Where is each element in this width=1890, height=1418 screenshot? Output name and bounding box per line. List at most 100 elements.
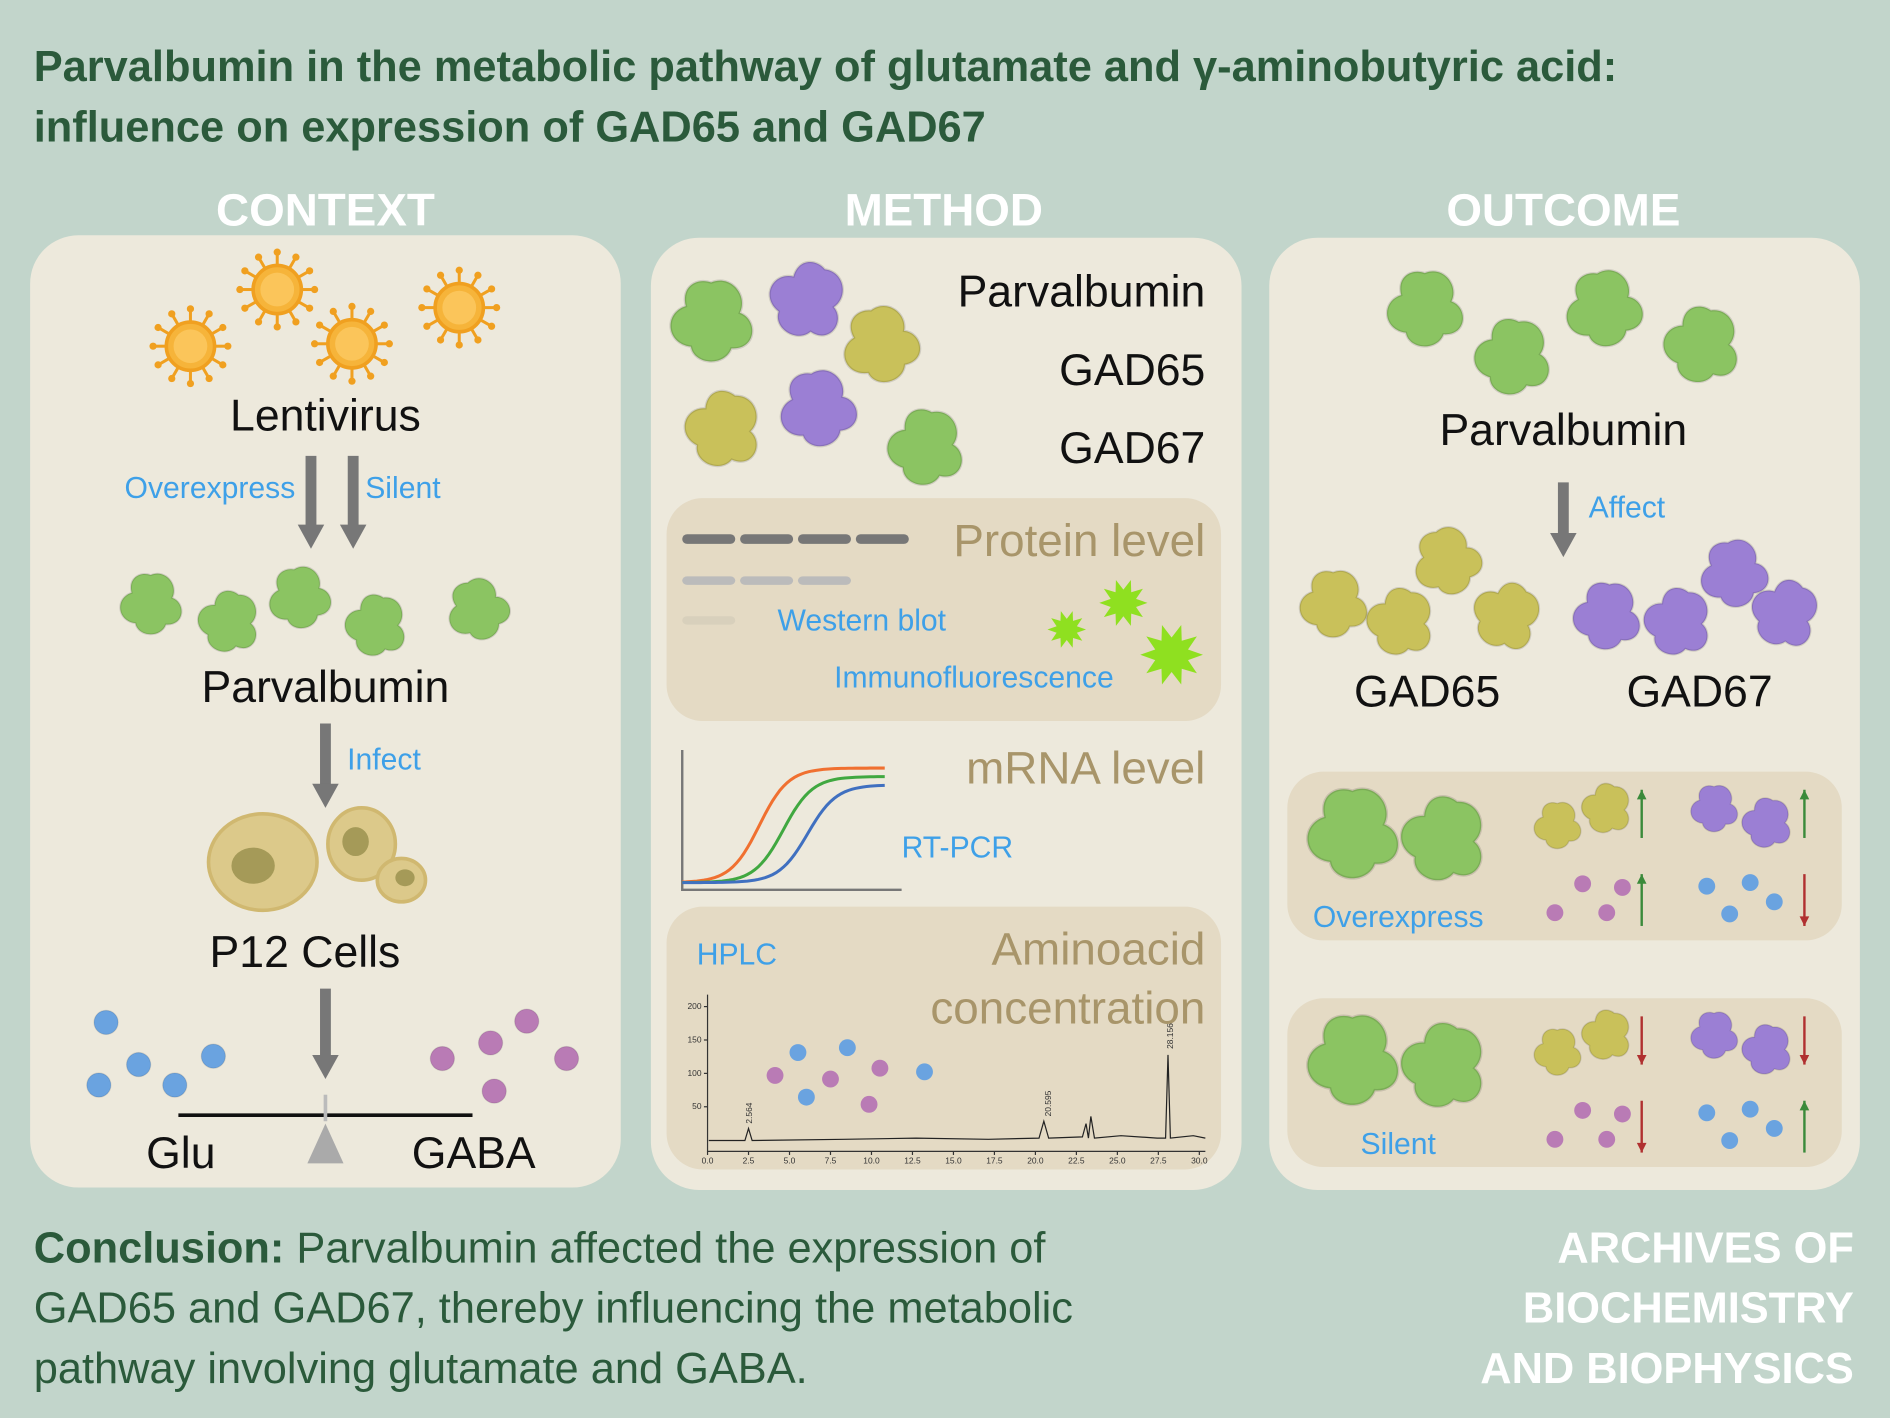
conclusion-label: Conclusion: [34, 1224, 285, 1272]
molecule [822, 1070, 839, 1088]
molecule [93, 1009, 119, 1036]
molecule [1613, 1105, 1631, 1123]
tick-label: 20.0 [1027, 1155, 1044, 1165]
illustrations: 0.0 2.5 5.0 7.5 10.0 12.5 15.0 17.5 20.0 22.5 25.0… [86, 246, 1833, 1165]
label: Immunofluorescence [834, 661, 1114, 694]
molecule [1698, 1104, 1716, 1122]
label: Infect [347, 743, 421, 776]
heading: OUTCOME [1446, 185, 1680, 236]
panel [30, 235, 621, 1188]
tick-label: 17.5 [986, 1155, 1003, 1165]
tick-label: 200 [687, 1001, 701, 1011]
trend-head [1636, 1142, 1647, 1153]
label: Parvalbumin [202, 663, 450, 712]
journal: AND BIOPHYSICS [1480, 1345, 1854, 1393]
molecule [1598, 1130, 1616, 1148]
molecule [200, 1043, 227, 1069]
tick-label: 30.0 [1191, 1155, 1208, 1165]
peak-label: 28.156 [1165, 1023, 1175, 1049]
molecule [1598, 904, 1616, 922]
tick-label: 10.0 [863, 1155, 880, 1165]
label: RT-PCR [902, 831, 1014, 864]
panel [1269, 237, 1860, 1190]
tick-label: 50 [692, 1101, 702, 1111]
title: influence on expression of GAD65 and GAD… [34, 103, 986, 151]
nucleus [395, 869, 415, 887]
arrow-head [339, 524, 367, 549]
journal: BIOCHEMISTRY [1523, 1285, 1854, 1333]
trend-head [1799, 916, 1810, 926]
peak-label: 20.595 [1043, 1090, 1053, 1116]
arrow-head [1550, 533, 1577, 558]
tick-label: 27.5 [1150, 1155, 1167, 1165]
molecule [481, 1078, 507, 1104]
tick-label: 22.5 [1068, 1155, 1085, 1165]
tick-label: 100 [687, 1068, 701, 1078]
trend-head [1799, 789, 1810, 800]
molecule [1721, 905, 1739, 923]
label: Silent [1361, 1128, 1437, 1161]
label: Parvalbumin [1439, 406, 1687, 455]
blot-band [797, 576, 851, 585]
molecule [1698, 877, 1716, 895]
fluorescence [1099, 580, 1148, 626]
label: GAD65 [1354, 668, 1500, 717]
title: Parvalbumin in the metabolic pathway of … [34, 43, 1617, 91]
molecule [1741, 874, 1759, 892]
tick-label: 5.0 [784, 1155, 796, 1165]
molecule [789, 1044, 807, 1061]
heading: CONTEXT [216, 185, 435, 236]
label: Silent [365, 472, 441, 505]
molecule [860, 1095, 878, 1113]
molecule [1741, 1100, 1759, 1118]
conclusion-text: pathway involving glutamate and GABA. [34, 1345, 808, 1393]
blot-band [682, 576, 736, 585]
amplification-curve [682, 766, 885, 884]
fluorescence [1140, 624, 1203, 685]
label: Protein level [953, 515, 1205, 566]
molecule [429, 1045, 456, 1072]
label: Parvalbumin [958, 267, 1206, 316]
molecule [838, 1039, 856, 1057]
molecule [1574, 875, 1592, 893]
blot-band [682, 616, 736, 625]
blot-band [740, 534, 794, 544]
label: P12 Cells [210, 928, 401, 977]
amplification-curve [682, 783, 885, 885]
molecule [1765, 893, 1783, 911]
molecule [86, 1072, 112, 1098]
label: GABA [412, 1129, 536, 1178]
molecule [553, 1045, 580, 1072]
label: Overexpress [125, 472, 296, 505]
label: GAD67 [1626, 668, 1772, 717]
conclusion-text: Parvalbumin affected the expression of [296, 1224, 1046, 1272]
label: Overexpress [1313, 901, 1484, 934]
chromatogram-trace [708, 1054, 1206, 1142]
label: mRNA level [966, 743, 1205, 794]
molecule [162, 1072, 188, 1098]
nucleus [231, 847, 275, 884]
trend-head [1636, 789, 1647, 800]
tick-label: 150 [687, 1034, 701, 1044]
molecule [1613, 878, 1631, 896]
molecule [916, 1063, 933, 1081]
fulcrum [307, 1123, 344, 1164]
label: GAD67 [1059, 424, 1205, 473]
tick-label: 2.5 [743, 1155, 755, 1165]
arrow-head [312, 783, 339, 808]
molecule [871, 1059, 889, 1077]
tick-label: 12.5 [904, 1155, 921, 1165]
blot-band [682, 534, 736, 544]
conclusion: Conclusion: Parvalbumin affected the exp… [34, 1224, 1047, 1272]
journal: ARCHIVES OF [1557, 1224, 1853, 1272]
conclusion-text: GAD65 and GAD67, thereby influencing the… [34, 1285, 1073, 1333]
trend-head [1636, 874, 1647, 884]
molecule [477, 1030, 504, 1056]
blot-band [740, 576, 794, 585]
blot-band [797, 534, 851, 544]
molecule [797, 1088, 815, 1106]
sub-panel [666, 498, 1222, 722]
label: Western blot [777, 605, 946, 638]
label: Aminoacid [992, 924, 1206, 975]
